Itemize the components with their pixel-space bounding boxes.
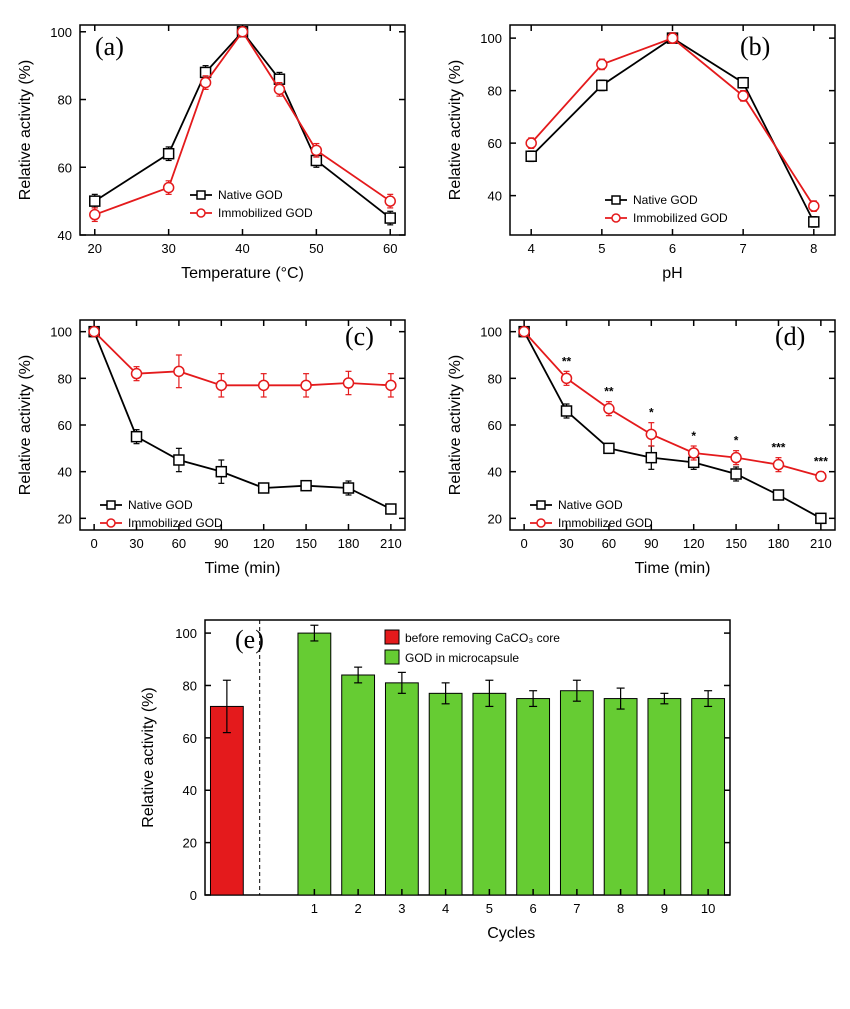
svg-text:Relative activity (%): Relative activity (%) bbox=[140, 687, 157, 827]
svg-text:210: 210 bbox=[380, 536, 402, 551]
svg-text:40: 40 bbox=[58, 465, 72, 480]
svg-text:Relative activity (%): Relative activity (%) bbox=[17, 60, 34, 200]
panel-c: 0 30 60 90 120 150 180 210 20 40 60 80 100 Time (min)… bbox=[10, 305, 430, 585]
panel-a: 20 30 40 50 60 40 60 80 100 Temperature (°C) Relat… bbox=[10, 10, 430, 290]
svg-text:40: 40 bbox=[235, 241, 249, 256]
svg-text:Native GOD: Native GOD bbox=[218, 188, 283, 202]
svg-text:80: 80 bbox=[58, 371, 72, 386]
svg-text:*: * bbox=[649, 406, 654, 420]
svg-text:Native GOD: Native GOD bbox=[558, 498, 623, 512]
svg-text:4: 4 bbox=[528, 241, 535, 256]
svg-text:30: 30 bbox=[161, 241, 175, 256]
svg-text:20: 20 bbox=[58, 511, 72, 526]
svg-text:100: 100 bbox=[480, 325, 502, 340]
svg-text:0: 0 bbox=[521, 536, 528, 551]
svg-text:Relative activity (%): Relative activity (%) bbox=[17, 355, 34, 495]
svg-text:40: 40 bbox=[488, 189, 502, 204]
svg-text:2: 2 bbox=[355, 901, 362, 916]
svg-text:Time (min): Time (min) bbox=[205, 560, 281, 577]
svg-text:60: 60 bbox=[58, 418, 72, 433]
svg-text:60: 60 bbox=[488, 418, 502, 433]
svg-text:Temperature (°C): Temperature (°C) bbox=[181, 265, 304, 282]
svg-text:40: 40 bbox=[488, 465, 502, 480]
svg-text:4: 4 bbox=[442, 901, 449, 916]
svg-text:Time (min): Time (min) bbox=[635, 560, 711, 577]
svg-text:Relative activity (%): Relative activity (%) bbox=[447, 355, 464, 495]
svg-text:6: 6 bbox=[530, 901, 537, 916]
svg-text:(d): (d) bbox=[775, 322, 805, 351]
svg-text:*: * bbox=[734, 434, 739, 448]
svg-text:5: 5 bbox=[598, 241, 605, 256]
svg-text:20: 20 bbox=[88, 241, 102, 256]
svg-text:Relative activity (%): Relative activity (%) bbox=[447, 60, 464, 200]
svg-text:60: 60 bbox=[602, 536, 616, 551]
svg-text:9: 9 bbox=[661, 901, 668, 916]
svg-text:100: 100 bbox=[480, 31, 502, 46]
svg-text:180: 180 bbox=[768, 536, 790, 551]
svg-text:Cycles: Cycles bbox=[487, 925, 535, 942]
svg-text:(b): (b) bbox=[740, 32, 770, 61]
svg-text:0: 0 bbox=[190, 888, 197, 903]
svg-text:(e): (e) bbox=[235, 625, 264, 654]
svg-text:80: 80 bbox=[488, 371, 502, 386]
svg-text:6: 6 bbox=[669, 241, 676, 256]
svg-text:pH: pH bbox=[662, 265, 682, 282]
svg-text:30: 30 bbox=[559, 536, 573, 551]
svg-text:80: 80 bbox=[488, 84, 502, 99]
svg-text:150: 150 bbox=[295, 536, 317, 551]
svg-text:180: 180 bbox=[338, 536, 360, 551]
svg-text:10: 10 bbox=[701, 901, 715, 916]
svg-text:20: 20 bbox=[488, 511, 502, 526]
svg-text:***: *** bbox=[814, 455, 828, 469]
svg-text:90: 90 bbox=[214, 536, 228, 551]
svg-text:*: * bbox=[691, 429, 696, 443]
svg-text:60: 60 bbox=[488, 136, 502, 151]
svg-text:8: 8 bbox=[810, 241, 817, 256]
panel-e: 0 20 40 60 80 100 1 2 3 4 5 6 7 8 9 10 Cycles Relative ac… bbox=[10, 600, 850, 950]
svg-text:***: *** bbox=[771, 441, 785, 455]
svg-text:120: 120 bbox=[683, 536, 705, 551]
svg-text:150: 150 bbox=[725, 536, 747, 551]
svg-text:7: 7 bbox=[740, 241, 747, 256]
svg-text:Immobilized GOD: Immobilized GOD bbox=[633, 211, 728, 225]
svg-text:(c): (c) bbox=[345, 322, 374, 351]
svg-text:0: 0 bbox=[91, 536, 98, 551]
svg-text:100: 100 bbox=[50, 25, 72, 40]
svg-text:Immobilized GOD: Immobilized GOD bbox=[218, 206, 313, 220]
svg-text:60: 60 bbox=[58, 160, 72, 175]
svg-text:20: 20 bbox=[183, 836, 197, 851]
svg-text:80: 80 bbox=[183, 678, 197, 693]
svg-text:GOD in microcapsule: GOD in microcapsule bbox=[405, 651, 519, 665]
svg-text:210: 210 bbox=[810, 536, 832, 551]
svg-text:1: 1 bbox=[311, 901, 318, 916]
svg-text:40: 40 bbox=[58, 228, 72, 243]
svg-text:5: 5 bbox=[486, 901, 493, 916]
svg-text:(a): (a) bbox=[95, 32, 124, 61]
svg-text:120: 120 bbox=[253, 536, 275, 551]
svg-text:**: ** bbox=[562, 354, 572, 368]
svg-text:100: 100 bbox=[50, 325, 72, 340]
svg-text:60: 60 bbox=[172, 536, 186, 551]
svg-text:Immobilized GOD: Immobilized GOD bbox=[558, 516, 653, 530]
svg-text:40: 40 bbox=[183, 783, 197, 798]
svg-text:Native GOD: Native GOD bbox=[633, 193, 698, 207]
svg-text:30: 30 bbox=[129, 536, 143, 551]
svg-text:3: 3 bbox=[398, 901, 405, 916]
svg-text:60: 60 bbox=[183, 731, 197, 746]
panel-d: 0 30 60 90 120 150 180 210 20 40 60 80 100 Time (min)… bbox=[440, 305, 850, 585]
svg-text:**: ** bbox=[604, 385, 614, 399]
panel-b: 4 5 6 7 8 40 60 80 100 pH Relative activity (%) (b)… bbox=[440, 10, 850, 290]
svg-text:Native GOD: Native GOD bbox=[128, 498, 193, 512]
svg-text:60: 60 bbox=[383, 241, 397, 256]
svg-text:7: 7 bbox=[573, 901, 580, 916]
svg-text:8: 8 bbox=[617, 901, 624, 916]
svg-text:90: 90 bbox=[644, 536, 658, 551]
svg-text:80: 80 bbox=[58, 93, 72, 108]
svg-text:before removing CaCO₃ core: before removing CaCO₃ core bbox=[405, 631, 560, 645]
svg-text:100: 100 bbox=[175, 626, 197, 641]
svg-text:50: 50 bbox=[309, 241, 323, 256]
svg-text:Immobilized GOD: Immobilized GOD bbox=[128, 516, 223, 530]
